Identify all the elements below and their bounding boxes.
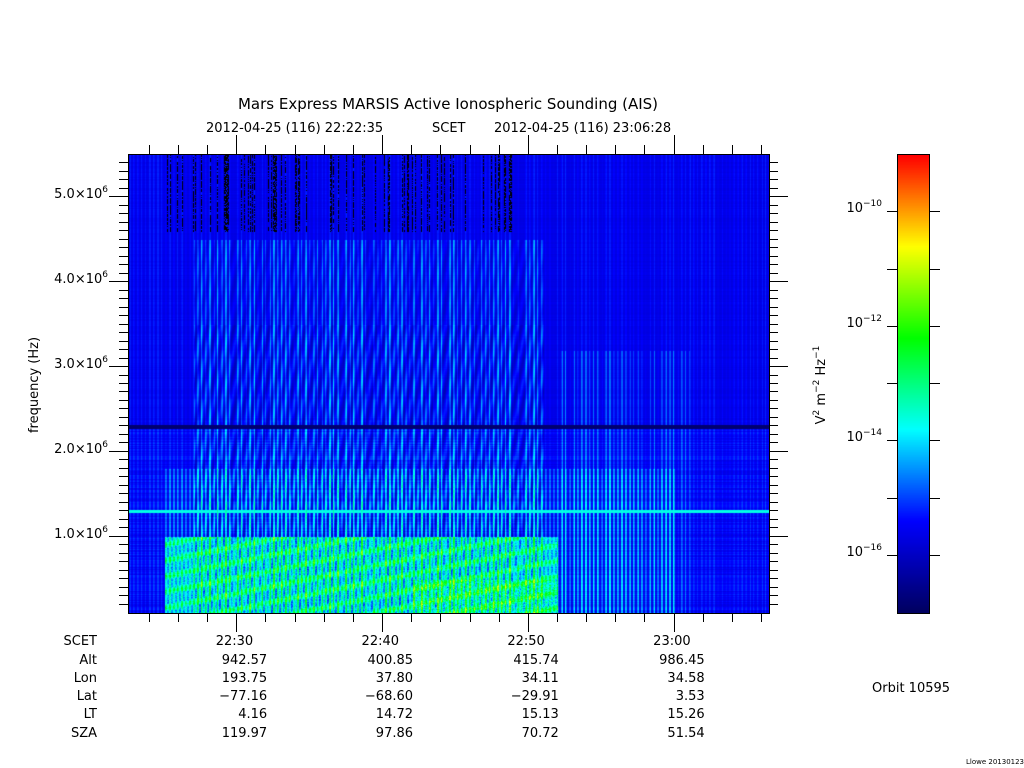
- colorbar-tick-label: 10−10: [846, 199, 882, 217]
- ephemeris-value: 14.72: [375, 707, 414, 722]
- ephemeris-row-label: SCET: [63, 634, 97, 649]
- ephemeris-value: 34.58: [667, 671, 705, 686]
- ephemeris-value: 415.74: [513, 653, 559, 668]
- ephemeris-value: 942.57: [221, 653, 268, 668]
- ephemeris-row-label: LT: [83, 707, 97, 722]
- time-tick-label: 22:30: [215, 634, 254, 649]
- ephemeris-value: 3.53: [675, 689, 705, 704]
- y-tick-label: 5.0×106: [54, 185, 108, 203]
- colorbar-tick-label: 10−12: [846, 313, 882, 331]
- time-tick-label: 23:00: [653, 634, 691, 649]
- colorbar: [897, 154, 930, 614]
- ephemeris-value: −68.60: [364, 689, 414, 704]
- ephemeris-value: 15.26: [667, 707, 705, 722]
- ephemeris-value: 15.13: [521, 707, 559, 722]
- colorbar-label: V2 m−2 Hz−1: [812, 345, 829, 425]
- y-tick-label: 2.0×106: [54, 439, 108, 457]
- ephemeris-value: 4.16: [238, 707, 268, 722]
- time-tick-label: 22:40: [361, 634, 400, 649]
- start-time: 2012-04-25 (116) 22:22:35: [206, 121, 384, 136]
- y-tick-label: 3.0×106: [54, 355, 108, 373]
- ephemeris-row-label: SZA: [70, 726, 97, 741]
- time-tick-label: 22:50: [507, 634, 545, 649]
- time-system-label: SCET: [432, 121, 466, 136]
- ephemeris-value: 70.72: [521, 726, 559, 741]
- ephemeris-value: 119.97: [221, 726, 268, 741]
- ephemeris-value: 37.80: [375, 671, 414, 686]
- ephemeris-value: 400.85: [367, 653, 414, 668]
- end-time: 2012-04-25 (116) 23:06:28: [494, 121, 672, 136]
- ephemeris-value: 193.75: [221, 671, 268, 686]
- y-tick-label: 4.0×106: [54, 270, 108, 288]
- ephemeris-value: −29.91: [510, 689, 559, 704]
- ephemeris-value: 97.86: [375, 726, 414, 741]
- chart-title: Mars Express MARSIS Active Ionospheric S…: [237, 95, 659, 113]
- colorbar-tick-label: 10−16: [846, 542, 882, 560]
- colorbar-tick-label: 10−14: [846, 428, 882, 446]
- orbit-number: Orbit 10595: [872, 681, 951, 696]
- ephemeris-row-label: Lon: [73, 671, 97, 686]
- y-tick-label: 1.0×106: [54, 524, 108, 542]
- ephemeris-value: 34.11: [521, 671, 559, 686]
- ephemeris-value: 986.45: [659, 653, 705, 668]
- ephemeris-row-label: Lat: [76, 689, 97, 704]
- footer-credit: Llowe 20130123: [966, 758, 1024, 766]
- ephemeris-value: 51.54: [667, 726, 705, 741]
- ephemeris-row-label: Alt: [79, 653, 97, 668]
- ephemeris-value: −77.16: [219, 689, 268, 704]
- spectrogram-heatmap: [128, 154, 770, 614]
